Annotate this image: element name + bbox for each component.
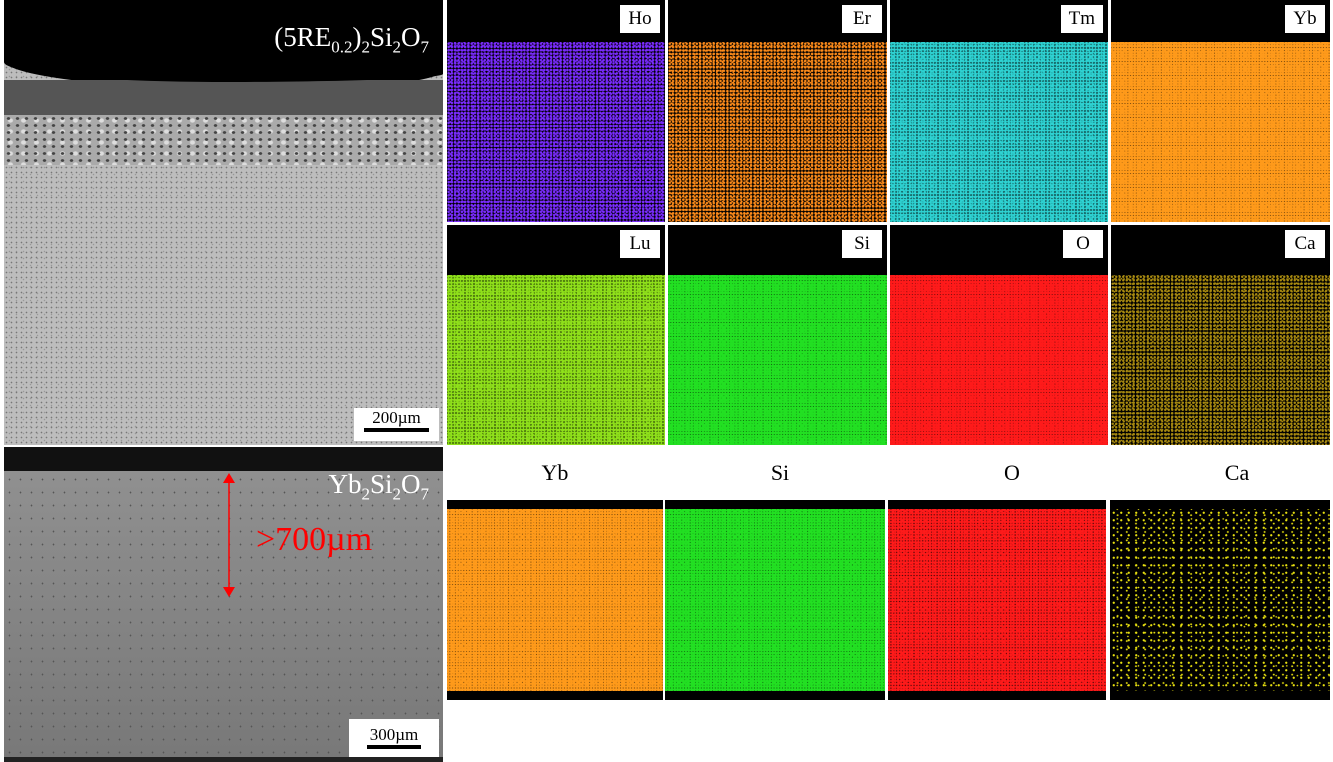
- eds-map-yb2si2o7-si: [665, 500, 885, 700]
- scale-bar: 300µm: [349, 719, 439, 757]
- eds-map-tm: Tm: [890, 0, 1108, 222]
- precipitate-layer: [4, 115, 443, 165]
- scale-line: [367, 745, 421, 749]
- element-label: O: [1063, 230, 1103, 258]
- sample-title: (5RE0.2)2Si2O7: [274, 22, 429, 57]
- signal-area: [668, 275, 887, 445]
- eds-map-ho: Ho: [447, 0, 665, 222]
- signal-area: [447, 42, 665, 222]
- element-label: Ho: [620, 5, 660, 33]
- depth-label: >700µm: [256, 521, 373, 558]
- scale-label: 200µm: [372, 408, 421, 427]
- signal-area: [888, 509, 1106, 691]
- signal-area: [1110, 509, 1330, 691]
- eds-map-lu: Lu: [447, 225, 665, 445]
- depth-arrow-icon: [223, 473, 235, 597]
- eds-map-o: O: [890, 225, 1108, 445]
- signal-area: [890, 42, 1108, 222]
- element-label: Ca: [1285, 230, 1325, 258]
- eds-map-yb2si2o7-ca: [1110, 500, 1330, 700]
- element-label: Tm: [1060, 5, 1103, 33]
- signal-area: [447, 275, 665, 445]
- epoxy-region: [4, 447, 443, 471]
- signal-area: [665, 509, 885, 691]
- sample-title: Yb2Si2O7: [328, 469, 429, 504]
- element-label: Er: [842, 5, 882, 33]
- signal-area: [1111, 42, 1330, 222]
- scale-label: 300µm: [369, 725, 419, 744]
- scale-line: [364, 428, 429, 432]
- epoxy-top: [4, 0, 443, 82]
- sem-image-5re-disilicate: (5RE0.2)2Si2O7 200µm: [4, 0, 443, 445]
- signal-area: [1111, 275, 1330, 445]
- eds-map-yb: Yb: [1111, 0, 1330, 222]
- scale-bar: 200µm: [354, 408, 439, 441]
- eds-map-er: Er: [668, 0, 887, 222]
- bottom-edge: [4, 757, 443, 762]
- element-heading: Si: [770, 460, 790, 485]
- element-heading: Ca: [1224, 460, 1250, 485]
- signal-area: [447, 509, 663, 691]
- signal-area: [890, 275, 1108, 445]
- element-label: Si: [842, 230, 882, 258]
- eds-map-si: Si: [668, 225, 887, 445]
- sem-image-yb-disilicate: Yb2Si2O7 >700µm 300µm: [4, 447, 443, 762]
- eds-map-yb2si2o7-o: [888, 500, 1106, 700]
- eds-map-yb2si2o7-yb: [447, 500, 663, 700]
- element-heading: O: [1004, 460, 1020, 485]
- element-heading: Yb: [541, 460, 569, 485]
- element-label: Yb: [1285, 5, 1325, 33]
- signal-area: [668, 42, 887, 222]
- element-label: Lu: [620, 230, 660, 258]
- eds-map-ca: Ca: [1111, 225, 1330, 445]
